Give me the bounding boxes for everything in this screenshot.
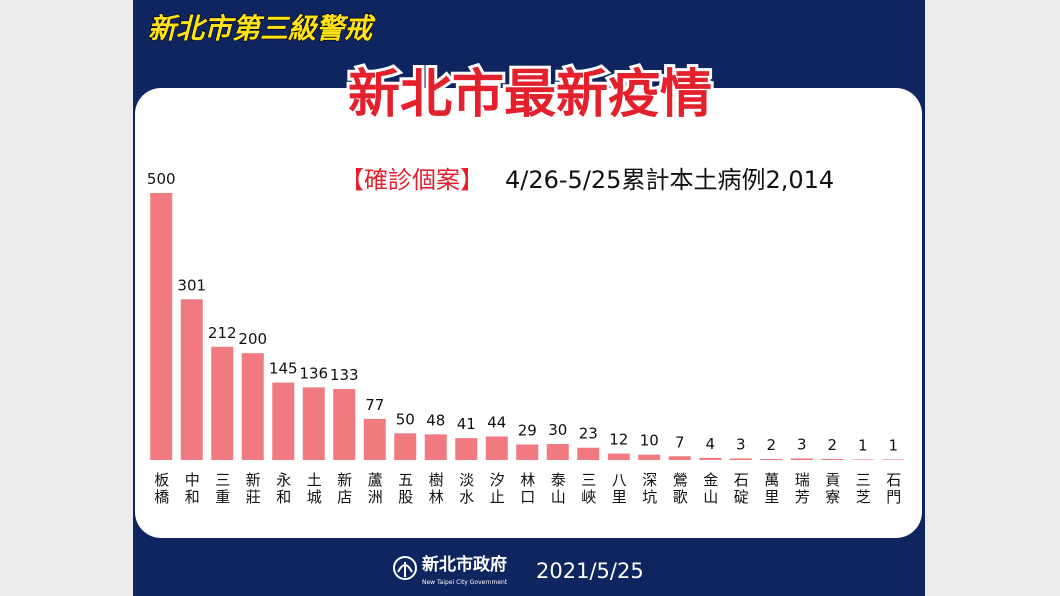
value-label: 48 bbox=[426, 411, 445, 429]
value-label: 200 bbox=[238, 330, 267, 348]
footer-org-en: New Taipei City Government bbox=[422, 579, 508, 586]
bar bbox=[424, 434, 447, 460]
x-tick-label: 石碇 bbox=[732, 472, 750, 506]
value-label: 212 bbox=[208, 324, 237, 342]
value-label: 3 bbox=[797, 435, 807, 453]
bar bbox=[272, 382, 295, 460]
x-tick-label: 淡水 bbox=[457, 472, 475, 506]
value-label: 10 bbox=[640, 432, 659, 450]
bar bbox=[668, 456, 691, 460]
bar bbox=[302, 387, 325, 460]
value-label: 1 bbox=[888, 436, 898, 454]
x-tick-label: 土城 bbox=[305, 472, 323, 506]
bar bbox=[546, 443, 569, 460]
x-tick-label: 石門 bbox=[884, 472, 902, 506]
bar bbox=[790, 458, 813, 460]
bar bbox=[729, 458, 752, 460]
x-tick-label: 瑞芳 bbox=[793, 472, 811, 506]
blur-left bbox=[0, 0, 133, 596]
x-tick-label: 鶯歌 bbox=[671, 472, 689, 506]
x-tick-label: 新莊 bbox=[244, 472, 262, 506]
banner: 新北市第三級警戒 bbox=[148, 12, 376, 45]
x-tick-label: 貢寮 bbox=[823, 472, 841, 506]
value-label: 41 bbox=[457, 415, 476, 433]
bar bbox=[577, 447, 600, 460]
value-label: 145 bbox=[269, 360, 298, 378]
x-tick-label: 永和 bbox=[274, 472, 292, 506]
bar bbox=[638, 454, 661, 460]
x-tick-label: 三重 bbox=[213, 472, 231, 506]
bar bbox=[394, 433, 417, 460]
x-tick-label: 樹林 bbox=[427, 472, 445, 506]
heading: 新北市最新疫情 bbox=[348, 65, 712, 125]
x-tick-label: 三峽 bbox=[579, 472, 597, 506]
bar bbox=[485, 436, 508, 460]
x-tick-label: 蘆洲 bbox=[366, 472, 384, 506]
value-label: 1 bbox=[858, 436, 868, 454]
bar bbox=[882, 459, 905, 460]
value-label: 44 bbox=[487, 414, 506, 432]
footer-date: 2021/5/25 bbox=[536, 559, 644, 583]
value-label: 133 bbox=[330, 366, 359, 384]
subtitle: 4/26-5/25累計本土病例2,014 bbox=[505, 166, 834, 194]
card bbox=[135, 88, 922, 538]
x-tick-label: 林口 bbox=[518, 472, 536, 506]
value-label: 23 bbox=[579, 425, 598, 443]
value-label: 3 bbox=[736, 435, 746, 453]
blur-right bbox=[925, 0, 1060, 596]
x-tick-label: 八里 bbox=[610, 472, 628, 506]
subtitle-tag: 【確診個案】 bbox=[340, 166, 484, 194]
bar bbox=[455, 438, 478, 460]
bar bbox=[241, 353, 264, 460]
bar bbox=[699, 457, 722, 460]
value-label: 136 bbox=[299, 364, 328, 382]
x-tick-label: 板橋 bbox=[152, 471, 170, 506]
x-tick-label: 中和 bbox=[183, 472, 201, 506]
value-label: 4 bbox=[705, 435, 715, 453]
value-label: 2 bbox=[827, 436, 837, 454]
bar bbox=[760, 458, 783, 460]
x-tick-label: 泰山 bbox=[549, 472, 567, 506]
value-label: 30 bbox=[548, 421, 567, 439]
value-label: 7 bbox=[675, 433, 685, 451]
bar bbox=[211, 346, 234, 460]
value-label: 29 bbox=[518, 422, 537, 440]
value-label: 301 bbox=[177, 276, 206, 294]
bar bbox=[150, 193, 173, 460]
bar bbox=[180, 299, 203, 460]
value-label: 12 bbox=[609, 431, 628, 449]
value-label: 500 bbox=[147, 170, 176, 188]
bar bbox=[516, 444, 539, 460]
x-tick-label: 五股 bbox=[396, 472, 414, 506]
bar bbox=[821, 458, 844, 460]
bar bbox=[607, 453, 630, 460]
x-tick-label: 深坑 bbox=[640, 472, 658, 506]
x-tick-label: 新店 bbox=[335, 472, 353, 506]
bar bbox=[363, 418, 386, 460]
value-label: 2 bbox=[766, 436, 776, 454]
x-tick-label: 金山 bbox=[701, 472, 719, 506]
x-tick-label: 汐止 bbox=[488, 472, 506, 506]
footer-logo bbox=[393, 556, 417, 580]
value-label: 50 bbox=[396, 410, 415, 428]
value-label: 77 bbox=[365, 396, 384, 414]
bar bbox=[333, 388, 356, 460]
footer-org: 新北市政府 bbox=[422, 554, 507, 575]
x-tick-label: 萬里 bbox=[762, 472, 780, 506]
x-tick-label: 三芝 bbox=[854, 472, 872, 506]
bar bbox=[851, 459, 874, 460]
